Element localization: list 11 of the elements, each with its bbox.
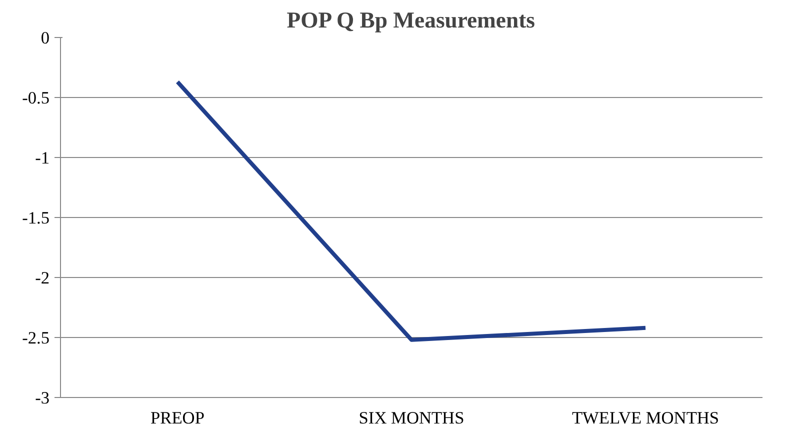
x-tick-label: TWELVE MONTHS: [572, 408, 720, 428]
y-tick-label: -1.5: [22, 208, 50, 228]
x-tick-label: SIX MONTHS: [358, 408, 464, 428]
y-tick-label: -2: [35, 268, 50, 288]
chart-title: POP Q Bp Measurements: [286, 8, 536, 32]
y-tick-label: -0.5: [22, 88, 50, 108]
y-tick-label: 0: [40, 28, 50, 48]
y-tick-label: -3: [35, 388, 50, 408]
y-tick-label: -1: [35, 148, 50, 168]
x-tick-label: PREOP: [150, 408, 204, 428]
y-tick-label: -2.5: [22, 328, 50, 348]
